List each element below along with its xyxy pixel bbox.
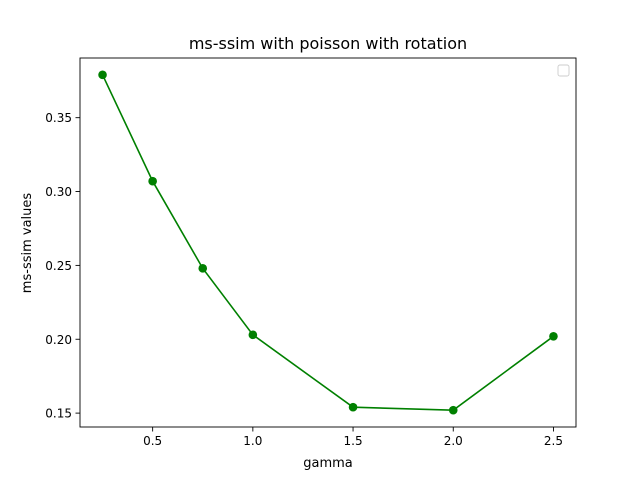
y-tick-label: 0.15: [45, 407, 72, 421]
data-point: [148, 176, 157, 186]
x-tick-label: 1.0: [243, 434, 262, 448]
y-tick-label: 0.30: [45, 185, 72, 199]
x-tick-label: 2.5: [544, 434, 563, 448]
x-tick-label: 1.5: [344, 434, 363, 448]
x-tick-label: 0.5: [143, 434, 162, 448]
y-tick-label: 0.25: [45, 259, 72, 273]
y-tick-label: 0.35: [45, 111, 72, 125]
x-tick-label: 2.0: [444, 434, 463, 448]
data-point: [98, 70, 107, 80]
legend-box: [557, 64, 570, 77]
y-axis-label: ms-ssim values: [20, 193, 35, 294]
data-point: [448, 405, 458, 415]
plot-area: 0.5 1.0 1.5 2.0 2.5 0.15 0.20 0.25 0.30 0.35: [45, 57, 577, 448]
axes-frame: [79, 57, 577, 428]
data-point: [198, 264, 208, 273]
data-point: [348, 402, 358, 412]
x-axis-label: gamma: [303, 456, 353, 471]
data-point: [549, 332, 558, 341]
data-point: [248, 330, 258, 340]
y-tick-label: 0.20: [45, 333, 72, 347]
chart-title: ms-ssim with poisson with rotation: [189, 34, 467, 53]
